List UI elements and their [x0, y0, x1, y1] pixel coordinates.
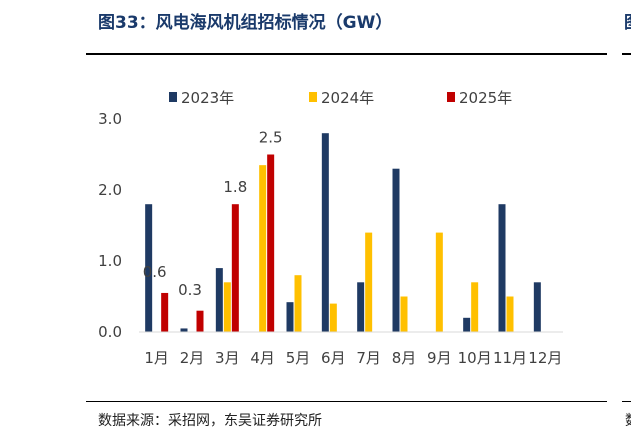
y-tick-label: 2.0 — [98, 181, 122, 199]
y-axis: 0.0 1.0 2.0 3.0 — [98, 110, 122, 341]
x-tick-label: 8月 — [392, 349, 417, 367]
x-tick-label: 2月 — [180, 349, 205, 367]
x-tick-label: 3月 — [215, 349, 240, 367]
bar-2023年-2月 — [180, 328, 188, 332]
x-tick-label: 11月 — [493, 349, 527, 367]
bar-2024年-5月 — [294, 275, 302, 332]
legend: 2023年 2024年 2025年 — [169, 89, 512, 107]
bar-2024年-3月 — [223, 282, 231, 332]
x-tick-label: 6月 — [321, 349, 346, 367]
legend-swatch-2024年 — [309, 92, 317, 102]
bar-2024年-9月 — [435, 232, 443, 332]
legend-label: 2025年 — [459, 89, 512, 107]
x-axis: 1月 2月 3月 4月 5月 6月 7月 8月 9月 10月 11月 12月 — [144, 349, 562, 367]
bar-2023年-7月 — [357, 282, 365, 332]
bottom-rule — [86, 401, 607, 402]
bar-2024年-8月 — [400, 296, 408, 332]
bar-2023年-10月 — [463, 317, 471, 332]
y-tick-label: 3.0 — [98, 110, 122, 128]
bar-2023年-11月 — [498, 204, 506, 332]
bar-2023年-3月 — [215, 268, 223, 332]
bar-2024年-6月 — [329, 303, 337, 332]
chart-title: 图33：风电海风机组招标情况（GW） — [98, 13, 393, 33]
bar-2024年-10月 — [471, 282, 479, 332]
bar-2025年-4月 — [267, 154, 275, 332]
x-tick-label: 10月 — [458, 349, 492, 367]
bar-2024年-11月 — [506, 296, 514, 332]
bars — [145, 133, 541, 332]
x-tick-label: 5月 — [286, 349, 311, 367]
x-tick-label: 1月 — [144, 349, 169, 367]
bar-2023年-6月 — [321, 133, 329, 332]
bar-2025年-1月 — [161, 292, 169, 332]
adjacent-source-fragment: 数 — [625, 410, 631, 430]
data-label: 1.8 — [223, 178, 247, 196]
bar-2024年-4月 — [259, 165, 267, 332]
source-note: 数据来源：采招网，东吴证券研究所 — [98, 413, 322, 429]
adjacent-figure-title-fragment: 图 — [624, 8, 631, 33]
x-tick-label: 4月 — [250, 349, 275, 367]
bar-2025年-3月 — [231, 204, 239, 332]
x-tick-label: 12月 — [528, 349, 562, 367]
bar-2024年-7月 — [365, 232, 373, 332]
adjacent-bottom-rule — [622, 401, 631, 402]
adjacent-top-rule — [622, 53, 631, 55]
y-tick-label: 0.0 — [98, 323, 122, 341]
bar-2023年-12月 — [533, 282, 541, 332]
data-label: 0.3 — [178, 281, 202, 299]
bar-2023年-5月 — [286, 302, 294, 332]
bar-2025年-2月 — [196, 310, 204, 332]
legend-label: 2023年 — [181, 89, 234, 107]
data-label: 2.5 — [259, 129, 283, 147]
x-tick-label: 7月 — [356, 349, 381, 367]
data-labels: 0.6 0.3 1.8 2.5 — [143, 129, 283, 300]
x-tick-label: 9月 — [427, 349, 452, 367]
top-rule — [86, 53, 607, 55]
legend-swatch-2025年 — [447, 92, 455, 102]
bar-2023年-8月 — [392, 168, 400, 332]
y-tick-label: 1.0 — [98, 252, 122, 270]
bar-2023年-1月 — [145, 204, 153, 332]
legend-label: 2024年 — [321, 89, 374, 107]
data-label: 0.6 — [143, 263, 167, 281]
legend-swatch-2023年 — [169, 92, 177, 102]
